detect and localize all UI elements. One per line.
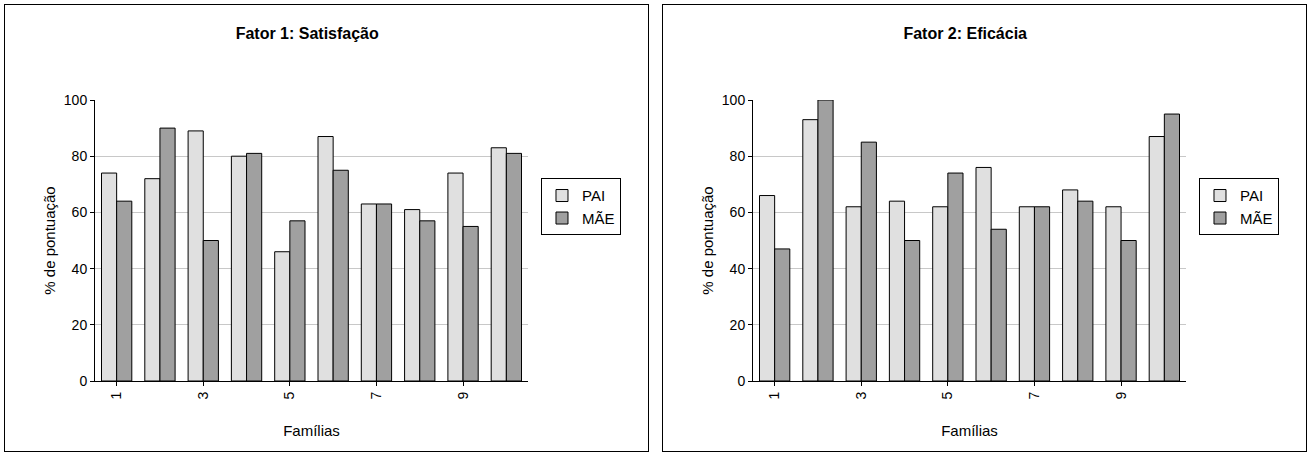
svg-text:100: 100	[64, 92, 88, 108]
svg-text:80: 80	[730, 148, 746, 164]
svg-text:5: 5	[939, 391, 955, 399]
svg-text:PAI: PAI	[1240, 187, 1263, 204]
svg-text:80: 80	[72, 148, 88, 164]
svg-text:9: 9	[455, 391, 471, 399]
svg-text:7: 7	[1026, 391, 1042, 399]
svg-text:% de pontuação: % de pontuação	[41, 186, 58, 294]
svg-text:Famílias: Famílias	[283, 422, 340, 439]
svg-text:60: 60	[730, 204, 746, 220]
svg-text:% de pontuação: % de pontuação	[699, 186, 716, 294]
svg-text:MÃE: MÃE	[582, 210, 615, 227]
svg-text:40: 40	[730, 261, 746, 277]
svg-text:PAI: PAI	[582, 187, 605, 204]
svg-text:20: 20	[730, 317, 746, 333]
svg-text:MÃE: MÃE	[1240, 210, 1273, 227]
svg-text:Famílias: Famílias	[941, 422, 998, 439]
svg-text:3: 3	[195, 391, 211, 399]
svg-text:0: 0	[79, 373, 87, 389]
svg-text:40: 40	[72, 261, 88, 277]
svg-text:100: 100	[722, 92, 746, 108]
svg-text:Fator 1: Satisfação: Fator 1: Satisfação	[236, 25, 379, 42]
svg-text:0: 0	[737, 373, 745, 389]
svg-text:Fator 2: Eficácia: Fator 2: Eficácia	[903, 25, 1027, 42]
svg-text:1: 1	[108, 391, 124, 399]
svg-text:3: 3	[853, 391, 869, 399]
svg-text:9: 9	[1113, 391, 1129, 399]
svg-text:1: 1	[766, 391, 782, 399]
svg-text:60: 60	[72, 204, 88, 220]
svg-text:20: 20	[72, 317, 88, 333]
svg-text:5: 5	[281, 391, 297, 399]
svg-text:7: 7	[368, 391, 384, 399]
